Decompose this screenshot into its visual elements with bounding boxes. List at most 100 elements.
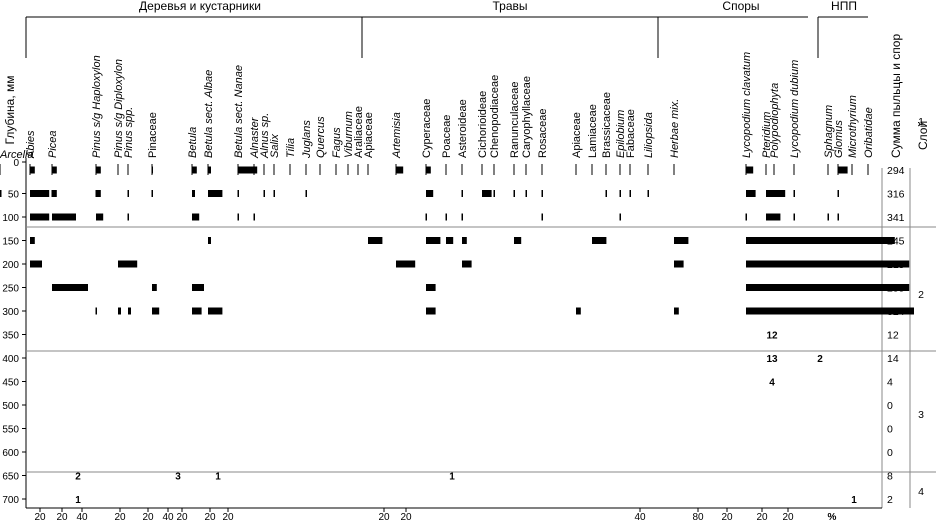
count-label: 4 xyxy=(769,378,775,389)
layer-header: Слой xyxy=(916,121,930,150)
taxon-label: Arcella xyxy=(0,149,34,161)
sum-value: 0 xyxy=(887,400,893,412)
layer-number: 2 xyxy=(918,289,924,301)
group-label: НПП xyxy=(831,0,857,13)
taxon-label: Araliaceae xyxy=(353,106,365,158)
sum-value: 341 xyxy=(887,212,905,224)
taxon-label: Apiaceae xyxy=(363,112,375,158)
x-unit-label: % xyxy=(828,512,837,522)
presence-marker xyxy=(765,284,767,291)
depth-tick-label: 300 xyxy=(2,307,19,318)
presence-marker xyxy=(151,190,153,197)
depth-tick-label: 600 xyxy=(2,448,19,459)
pollen-bar xyxy=(52,213,76,221)
pollen-bar xyxy=(462,260,472,268)
taxon-label: Alnus sp. xyxy=(259,113,271,159)
pollen-bar xyxy=(30,237,35,244)
pollen-bar xyxy=(746,190,756,197)
pollen-bar xyxy=(52,166,57,174)
pollen-bar xyxy=(514,237,522,244)
x-tick-label: 20 xyxy=(222,512,234,522)
pollen-bar xyxy=(208,307,223,315)
sum-value: 294 xyxy=(887,165,905,177)
depth-tick-label: 500 xyxy=(2,401,19,412)
sum-value: 12 xyxy=(887,330,899,342)
pollen-bar xyxy=(396,166,404,174)
pollen-bar xyxy=(96,190,101,197)
taxon-label: Picea xyxy=(47,130,59,158)
x-tick-label: 40 xyxy=(76,512,88,522)
x-tick-label: 20 xyxy=(142,512,154,522)
pollen-bar xyxy=(794,237,799,244)
depth-tick-label: 250 xyxy=(2,284,19,295)
taxon-label: Polypodiophyta xyxy=(769,83,781,158)
depth-tick-label: 350 xyxy=(2,331,19,342)
presence-marker xyxy=(765,260,767,268)
presence-marker xyxy=(793,260,795,268)
depth-axis-label: Глубина, мм xyxy=(3,75,17,144)
x-tick-label: 40 xyxy=(162,512,174,522)
presence-marker xyxy=(837,213,839,221)
group-label: Травы xyxy=(492,0,527,13)
pollen-bar xyxy=(96,213,104,221)
pollen-bar xyxy=(30,213,50,221)
pollen-bar xyxy=(192,190,195,197)
presence-marker xyxy=(263,190,265,197)
taxon-label: Cyperaceae xyxy=(421,99,433,158)
presence-marker xyxy=(619,213,621,221)
count-label: 1 xyxy=(851,495,857,506)
pollen-bar xyxy=(446,237,454,244)
depth-tick-label: 100 xyxy=(2,213,19,224)
pollen-bar xyxy=(208,237,211,244)
presence-marker xyxy=(0,190,2,197)
presence-marker xyxy=(773,190,775,197)
pollen-bar xyxy=(746,166,754,174)
pollen-bar xyxy=(192,213,200,221)
taxon-label: Pteridium xyxy=(761,112,773,158)
x-tick-label: 40 xyxy=(634,512,646,522)
sum-value: 0 xyxy=(887,424,893,436)
taxon-label: Sphagnum xyxy=(823,105,835,158)
taxon-label: Betula sect. Albae xyxy=(203,70,215,158)
presence-marker xyxy=(51,166,53,174)
group-label: Деревья и кустарники xyxy=(139,0,261,13)
presence-marker xyxy=(95,190,97,197)
taxon-label: Pinaceae xyxy=(147,112,159,158)
count-label: 13 xyxy=(766,354,778,365)
pollen-bar xyxy=(208,190,223,197)
depth-tick-label: 50 xyxy=(8,190,20,201)
depth-tick-label: 700 xyxy=(2,495,19,506)
count-label: 1 xyxy=(75,495,81,506)
pollen-bar xyxy=(576,307,581,315)
pollen-bar xyxy=(674,237,689,244)
presence-marker xyxy=(793,307,795,315)
presence-marker xyxy=(273,190,275,197)
pollen-bar xyxy=(746,307,914,315)
presence-marker xyxy=(541,190,543,197)
presence-marker xyxy=(461,213,463,221)
presence-marker xyxy=(425,213,427,221)
taxon-label: Salix xyxy=(269,134,281,158)
presence-marker xyxy=(765,307,767,315)
presence-marker xyxy=(605,190,607,197)
presence-marker xyxy=(773,260,775,268)
count-label: 3 xyxy=(175,472,181,483)
pollen-bar xyxy=(746,284,910,291)
pollen-bar xyxy=(192,307,202,315)
taxon-label: Pinus s/g Diploxylon xyxy=(113,59,125,158)
pollen-bar xyxy=(426,166,431,174)
pollen-bar xyxy=(152,307,160,315)
presence-marker xyxy=(793,190,795,197)
taxon-label: Asteroideae xyxy=(457,99,469,158)
taxon-label: Poaceae xyxy=(441,115,453,158)
presence-marker xyxy=(461,190,463,197)
presence-marker xyxy=(773,237,775,244)
pollen-bar xyxy=(674,307,679,315)
presence-marker xyxy=(305,190,307,197)
taxon-label: Quercus xyxy=(315,116,327,158)
presence-marker xyxy=(827,237,829,244)
presence-marker xyxy=(745,213,747,221)
x-tick-label: 20 xyxy=(176,512,188,522)
sum-header: Сумма пыльцы и спор xyxy=(889,34,903,158)
